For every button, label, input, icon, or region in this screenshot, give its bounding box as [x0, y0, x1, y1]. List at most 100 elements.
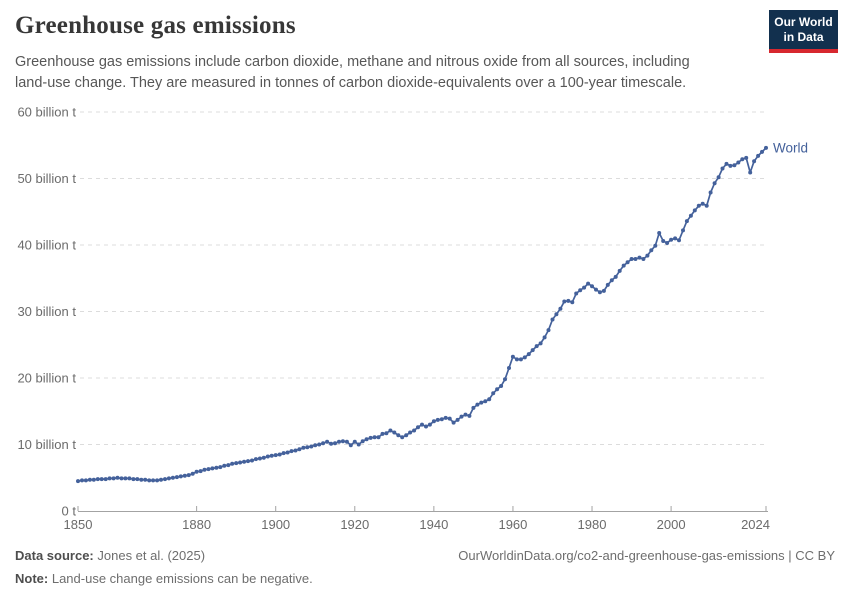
data-point[interactable] — [625, 260, 630, 265]
data-point[interactable] — [609, 278, 614, 283]
data-point[interactable] — [309, 444, 314, 449]
data-point[interactable] — [99, 477, 104, 482]
series-label-world[interactable]: World — [773, 140, 808, 155]
data-point[interactable] — [688, 213, 693, 218]
data-point[interactable] — [214, 465, 219, 470]
data-point[interactable] — [424, 424, 428, 429]
data-point[interactable] — [147, 478, 152, 483]
data-point[interactable] — [317, 442, 322, 447]
data-point[interactable] — [692, 208, 697, 213]
data-point[interactable] — [427, 422, 432, 427]
data-point[interactable] — [764, 145, 768, 150]
data-point[interactable] — [641, 257, 646, 261]
data-point[interactable] — [174, 475, 179, 480]
data-point[interactable] — [333, 441, 337, 446]
data-point[interactable] — [503, 377, 507, 382]
data-point[interactable] — [368, 435, 373, 440]
data-point[interactable] — [661, 239, 666, 243]
data-point[interactable] — [451, 420, 456, 425]
data-point[interactable] — [348, 443, 353, 448]
data-point[interactable] — [155, 478, 160, 483]
data-point[interactable] — [578, 288, 583, 293]
data-point[interactable] — [558, 306, 563, 311]
data-point[interactable] — [740, 157, 745, 162]
data-point[interactable] — [534, 344, 539, 349]
data-point[interactable] — [404, 433, 409, 438]
data-point[interactable] — [337, 439, 341, 444]
data-point[interactable] — [416, 425, 420, 430]
data-point[interactable] — [250, 458, 254, 463]
data-point[interactable] — [277, 452, 282, 457]
data-point[interactable] — [206, 467, 211, 472]
data-point[interactable] — [708, 190, 713, 195]
data-point[interactable] — [396, 433, 401, 438]
data-point[interactable] — [198, 469, 203, 474]
data-point[interactable] — [479, 400, 484, 405]
data-point[interactable] — [202, 467, 207, 472]
data-point[interactable] — [285, 450, 290, 455]
data-point[interactable] — [107, 476, 112, 481]
data-point[interactable] — [574, 291, 579, 296]
data-point[interactable] — [376, 435, 381, 440]
data-point[interactable] — [566, 298, 571, 303]
data-point[interactable] — [487, 397, 492, 402]
data-point[interactable] — [321, 441, 326, 446]
data-point[interactable] — [491, 391, 496, 396]
data-point[interactable] — [103, 477, 108, 482]
data-point[interactable] — [728, 163, 733, 168]
data-point[interactable] — [586, 281, 591, 286]
data-point[interactable] — [163, 477, 167, 482]
data-point[interactable] — [83, 478, 88, 483]
data-point[interactable] — [388, 428, 393, 433]
data-point[interactable] — [305, 445, 310, 450]
data-point[interactable] — [178, 474, 183, 479]
data-point[interactable] — [582, 285, 587, 290]
data-point[interactable] — [194, 469, 199, 474]
data-point[interactable] — [123, 476, 128, 481]
data-point[interactable] — [340, 439, 345, 444]
data-point[interactable] — [700, 201, 705, 206]
data-point[interactable] — [712, 181, 717, 186]
data-point[interactable] — [720, 166, 725, 171]
data-point[interactable] — [669, 237, 674, 242]
data-point[interactable] — [629, 257, 634, 261]
data-point[interactable] — [289, 449, 294, 454]
data-point[interactable] — [653, 243, 658, 248]
data-point[interactable] — [329, 441, 334, 446]
data-point[interactable] — [435, 417, 440, 422]
data-point[interactable] — [87, 477, 92, 482]
data-point[interactable] — [736, 160, 741, 165]
data-point[interactable] — [392, 430, 397, 435]
data-point[interactable] — [226, 463, 231, 468]
data-point[interactable] — [542, 335, 547, 340]
data-point[interactable] — [313, 443, 318, 448]
data-point[interactable] — [499, 384, 504, 388]
data-point[interactable] — [412, 428, 417, 433]
data-point[interactable] — [760, 149, 764, 154]
data-point[interactable] — [356, 442, 361, 447]
data-point[interactable] — [633, 257, 638, 261]
data-point[interactable] — [325, 439, 330, 444]
data-point[interactable] — [617, 268, 622, 273]
data-point[interactable] — [495, 387, 500, 392]
data-point[interactable] — [151, 478, 156, 483]
data-point[interactable] — [76, 479, 80, 484]
data-point[interactable] — [621, 263, 626, 268]
data-point[interactable] — [562, 299, 567, 304]
data-point[interactable] — [135, 477, 140, 482]
data-point[interactable] — [210, 466, 215, 471]
data-point[interactable] — [190, 471, 195, 476]
data-point[interactable] — [380, 431, 385, 436]
data-point[interactable] — [526, 352, 531, 357]
data-point[interactable] — [253, 457, 258, 462]
data-point[interactable] — [115, 475, 120, 480]
data-point[interactable] — [273, 453, 278, 458]
data-point[interactable] — [447, 416, 452, 421]
data-point[interactable] — [166, 476, 171, 481]
data-point[interactable] — [507, 366, 511, 370]
data-point[interactable] — [514, 357, 519, 362]
data-point[interactable] — [471, 405, 476, 410]
data-point[interactable] — [186, 473, 191, 478]
data-point[interactable] — [384, 431, 389, 436]
data-point[interactable] — [673, 236, 678, 241]
